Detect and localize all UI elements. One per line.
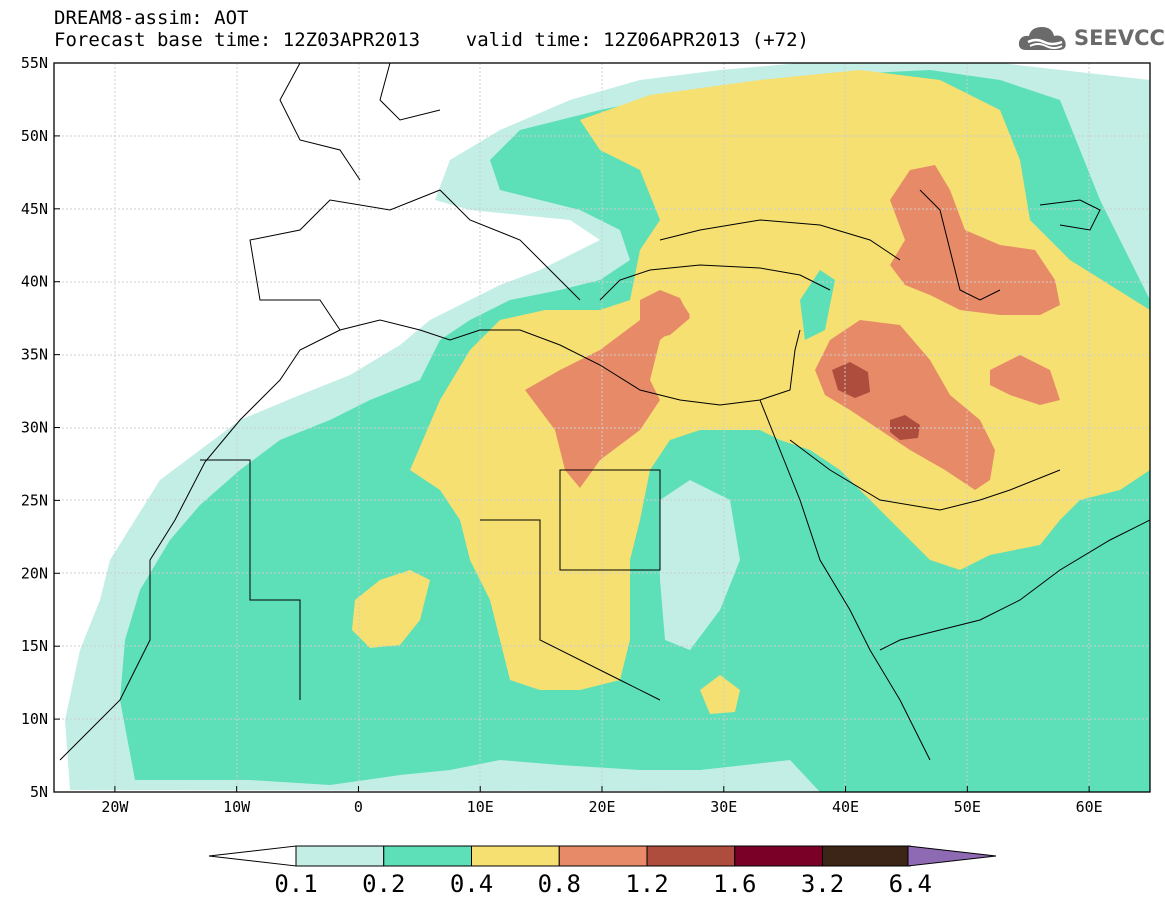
latitude-labels: 55N 50N 45N 40N 35N 30N 25N 20N 15N 10N 5N	[21, 54, 60, 801]
colorbar-label: 0.2	[362, 870, 406, 898]
lon-label: 60E	[1076, 798, 1103, 816]
colorbar-high-arrow	[907, 845, 997, 867]
lat-label: 35N	[21, 346, 48, 364]
forecast-time-line: Forecast base time: 12Z03APR2013 valid t…	[54, 29, 809, 51]
aot-band-1.2-a	[832, 362, 870, 398]
map-title: DREAM8-assim: AOT	[54, 7, 249, 29]
colorbar-label: 6.4	[888, 870, 932, 898]
colorbar-swatch	[558, 845, 648, 867]
aot-band-0.4-south	[700, 675, 740, 714]
lat-label: 5N	[30, 783, 48, 801]
logo-text: SEEVCCC	[1074, 26, 1165, 50]
lon-label: 20W	[101, 798, 129, 816]
lat-label: 15N	[21, 637, 48, 655]
aot-band-0.8-libya	[525, 300, 690, 488]
aot-band-0.2-levant	[800, 270, 835, 340]
colorbar-label: 0.1	[274, 870, 318, 898]
colorbar-label: 0.4	[449, 870, 494, 898]
colorbar-swatch	[383, 845, 472, 867]
aot-band-0.8-iraq	[815, 320, 995, 490]
lat-label: 30N	[21, 419, 48, 437]
lon-label: 0	[354, 798, 363, 816]
colorbar	[208, 845, 997, 867]
lon-label: 10W	[223, 798, 251, 816]
lon-label: 30E	[710, 798, 737, 816]
lon-label: 10E	[467, 798, 494, 816]
aot-band-0.1-egypt	[660, 480, 740, 650]
aot-band-1.2-b	[890, 415, 920, 440]
colorbar-low-arrow	[208, 845, 297, 867]
lon-label: 40E	[832, 798, 859, 816]
colorbar-label: 1.6	[713, 870, 757, 898]
aot-band-0.8-aegean	[640, 290, 690, 340]
cloud-icon	[1018, 27, 1066, 50]
colorbar-swatch	[295, 845, 385, 867]
colorbar-label: 1.2	[625, 870, 669, 898]
aot-band-0.4-west	[352, 570, 430, 648]
lat-label: 20N	[21, 564, 48, 582]
colorbar-swatch	[646, 845, 736, 867]
lat-label: 55N	[21, 54, 48, 72]
colorbar-label: 0.8	[537, 870, 581, 898]
aot-band-0.8-iran	[990, 355, 1060, 405]
lat-label: 50N	[21, 127, 48, 145]
lat-label: 40N	[21, 273, 48, 291]
coastlines	[59, 63, 1150, 761]
seevccc-logo: SEEVCCC	[1018, 22, 1165, 56]
lon-label: 20E	[588, 798, 615, 816]
colorbar-swatch	[822, 845, 911, 867]
colorbar-swatch	[734, 845, 823, 867]
colorbar-swatch	[471, 845, 560, 867]
lat-label: 45N	[21, 200, 48, 218]
lat-label: 25N	[21, 491, 48, 509]
lat-label: 10N	[21, 710, 48, 728]
aot-band-0.4	[410, 70, 1150, 690]
colorbar-label: 3.2	[800, 870, 845, 898]
map-grid	[54, 63, 1150, 792]
longitude-labels: 20W 10W 0 10E 20E 30E 40E 50E 60E	[101, 786, 1103, 816]
lon-label: 50E	[954, 798, 981, 816]
